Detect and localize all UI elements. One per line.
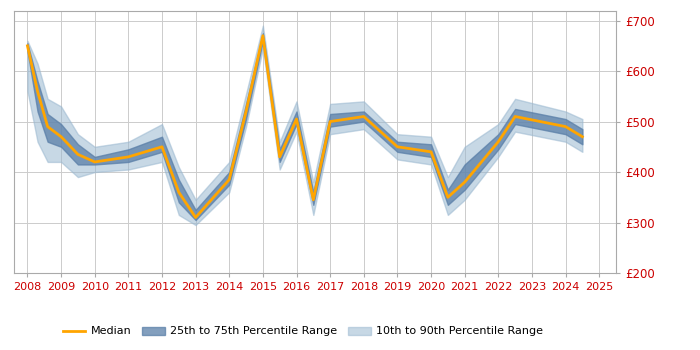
Legend: Median, 25th to 75th Percentile Range, 10th to 90th Percentile Range: Median, 25th to 75th Percentile Range, 1…: [58, 322, 547, 341]
